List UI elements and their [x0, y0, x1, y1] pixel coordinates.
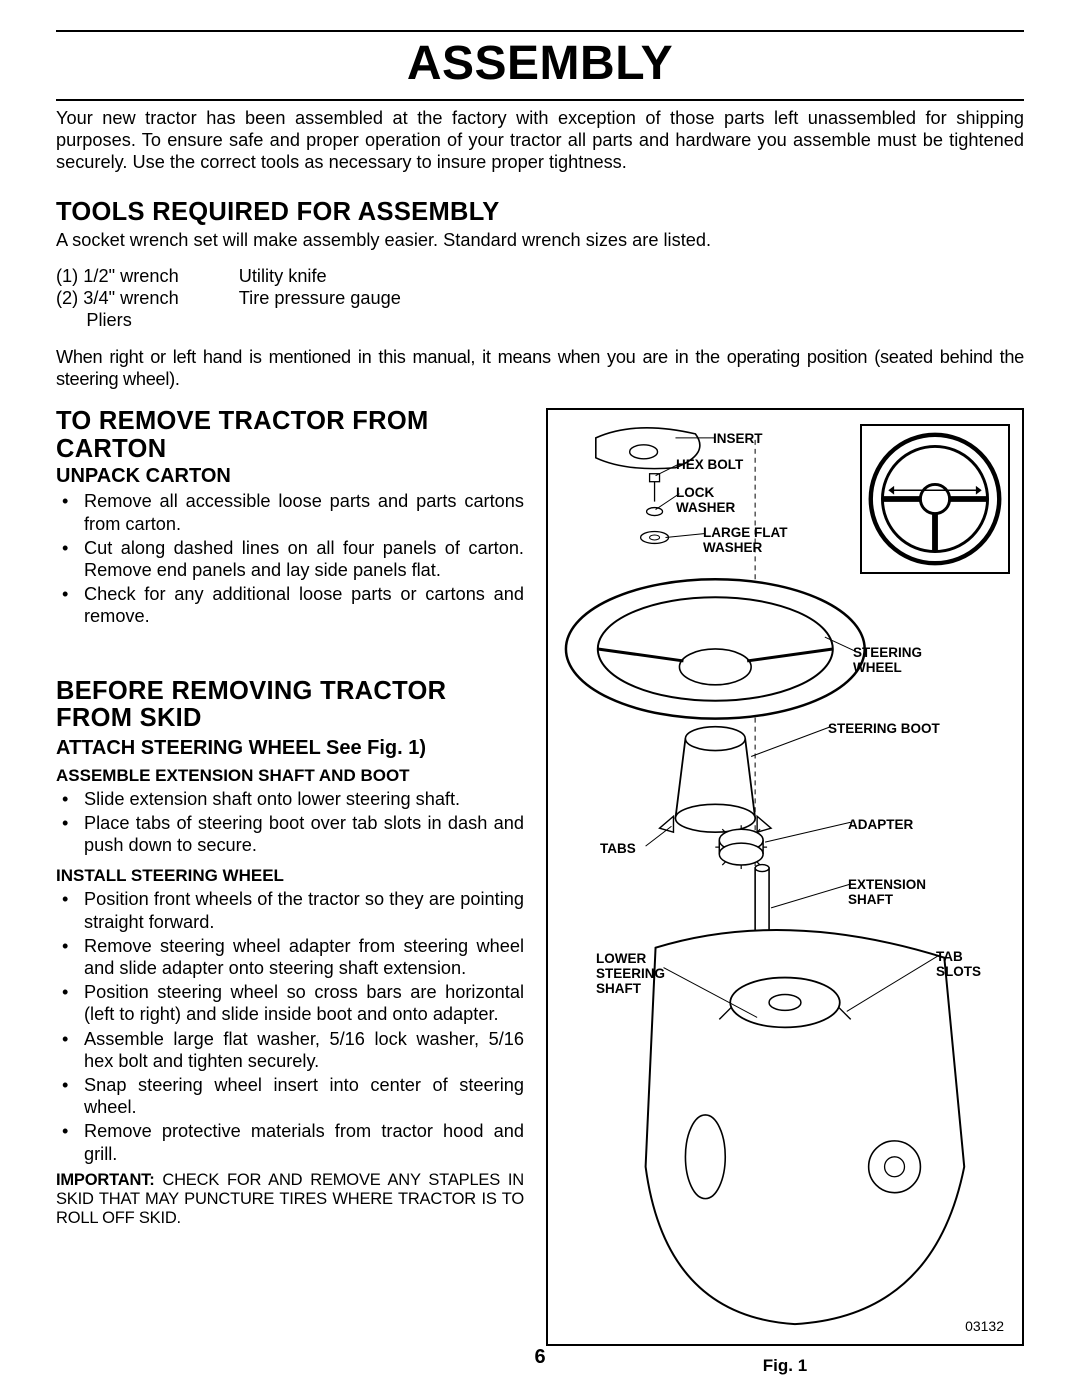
- label-steering-wheel: STEERING WHEEL: [853, 646, 922, 676]
- figure-number: 03132: [965, 1318, 1004, 1334]
- tool-item: Tire pressure gauge: [239, 287, 401, 309]
- tools-col-2: Utility knife Tire pressure gauge: [239, 265, 401, 332]
- list-item: Remove all accessible loose parts and pa…: [56, 490, 524, 534]
- rule-top: [56, 30, 1024, 32]
- list-item: Remove protective materials from tractor…: [56, 1120, 524, 1164]
- list-item: Position front wheels of the tractor so …: [56, 888, 524, 932]
- label-tabs: TABS: [600, 842, 636, 857]
- unpack-bullets: Remove all accessible loose parts and pa…: [56, 490, 524, 627]
- label-lock-washer: LOCK WASHER: [676, 486, 735, 516]
- list-item: Check for any additional loose parts or …: [56, 583, 524, 627]
- list-item: Cut along dashed lines on all four panel…: [56, 537, 524, 581]
- left-column: TO REMOVE TRACTOR FROM CARTON UNPACK CAR…: [56, 408, 524, 1376]
- tool-item: (1) 1/2" wrench: [56, 265, 179, 287]
- install-wheel-subheading: INSTALL STEERING WHEEL: [56, 866, 524, 886]
- list-item: Slide extension shaft onto lower steerin…: [56, 788, 524, 810]
- assemble-shaft-subheading: ASSEMBLE EXTENSION SHAFT AND BOOT: [56, 766, 524, 786]
- page-title: ASSEMBLY: [56, 36, 1024, 91]
- label-large-flat-washer: LARGE FLAT WASHER: [703, 526, 788, 556]
- label-steering-boot: STEERING BOOT: [828, 722, 940, 737]
- tools-heading: TOOLS REQUIRED FOR ASSEMBLY: [56, 198, 1024, 227]
- tools-col-1: (1) 1/2" wrench (2) 3/4" wrench Pliers: [56, 265, 179, 332]
- figure-1: INSERT HEX BOLT LOCK WASHER LARGE FLAT W…: [546, 408, 1024, 1346]
- list-item: Position steering wheel so cross bars ar…: [56, 981, 524, 1025]
- label-adapter: ADAPTER: [848, 818, 913, 833]
- unpack-carton-subheading: UNPACK CARTON: [56, 465, 524, 488]
- remove-carton-heading: TO REMOVE TRACTOR FROM CARTON: [56, 408, 524, 463]
- attach-steering-subheading: ATTACH STEERING WHEEL See Fig. 1): [56, 737, 524, 760]
- page-number: 6: [0, 1346, 1080, 1369]
- right-column: INSERT HEX BOLT LOCK WASHER LARGE FLAT W…: [546, 408, 1024, 1376]
- rule-under-title: [56, 99, 1024, 101]
- important-label: IMPORTANT:: [56, 1171, 155, 1189]
- install-wheel-bullets: Position front wheels of the tractor so …: [56, 888, 524, 1164]
- tool-item: Utility knife: [239, 265, 401, 287]
- list-item: Remove steering wheel adapter from steer…: [56, 935, 524, 979]
- label-insert: INSERT: [713, 432, 763, 447]
- list-item: Snap steering wheel insert into center o…: [56, 1074, 524, 1118]
- label-extension-shaft: EXTENSION SHAFT: [848, 878, 926, 908]
- list-item: Assemble large flat washer, 5/16 lock wa…: [56, 1028, 524, 1072]
- tool-item: Pliers: [56, 309, 179, 331]
- label-hex-bolt: HEX BOLT: [676, 458, 743, 473]
- label-tab-slots: TAB SLOTS: [936, 950, 981, 980]
- before-skid-heading: BEFORE REMOVING TRACTOR FROM SKID: [56, 678, 524, 733]
- important-note: IMPORTANT: CHECK FOR AND REMOVE ANY STAP…: [56, 1171, 524, 1228]
- label-lower-steering-shaft: LOWER STEERING SHAFT: [596, 952, 665, 997]
- intro-paragraph: Your new tractor has been assembled at t…: [56, 107, 1024, 174]
- tools-list: (1) 1/2" wrench (2) 3/4" wrench Pliers U…: [56, 265, 1024, 332]
- orientation-note: When right or left hand is mentioned in …: [56, 347, 1024, 390]
- assemble-shaft-bullets: Slide extension shaft onto lower steerin…: [56, 788, 524, 857]
- tool-item: (2) 3/4" wrench: [56, 287, 179, 309]
- tools-subtext: A socket wrench set will make assembly e…: [56, 229, 1024, 251]
- list-item: Place tabs of steering boot over tab slo…: [56, 812, 524, 856]
